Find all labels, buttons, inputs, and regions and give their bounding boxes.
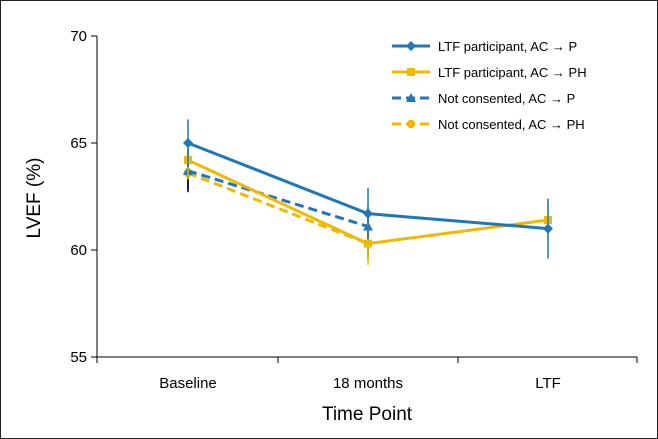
data-point-diamond [543,223,553,234]
x-tick-label: Baseline [159,375,217,392]
y-tick-label: 70 [70,28,87,45]
legend-item: LTF participant, AC → P [392,39,577,54]
x-tick-label: 18 months [333,375,403,392]
legend: LTF participant, AC → P LTF participant, … [392,39,587,132]
legend-item: Not consented, AC → P [392,91,575,106]
data-point-diamond [406,41,416,51]
legend-item: Not consented, AC → PH [392,117,585,132]
series-line [187,171,369,245]
data-point-square [407,68,415,76]
legend-label: Not consented, AC → P [438,91,575,106]
data-point-diamond [363,208,373,219]
series-layer [183,119,553,265]
y-tick-label: 60 [70,242,87,259]
data-point-square [364,239,372,248]
x-axis-label: Time Point [322,404,413,425]
data-point-diamond [183,138,193,148]
data-point-circle [406,119,416,129]
y-axis-label: LVEF (%) [24,158,45,239]
series-1 [183,119,553,259]
legend-item: LTF participant, AC → PH [392,65,587,80]
series-line [187,169,369,228]
x-tick-label: LTF [535,375,561,392]
x-axis: Baseline 18 months LTF [96,356,638,392]
legend-label: Not consented, AC → PH [438,117,585,132]
y-tick-label: 65 [70,135,87,152]
data-point-triangle [406,93,416,102]
y-tick-label: 55 [70,349,87,366]
legend-label: LTF participant, AC → PH [438,65,587,80]
y-axis: 55 60 65 70 [70,28,98,366]
legend-label: LTF participant, AC → P [438,39,577,54]
